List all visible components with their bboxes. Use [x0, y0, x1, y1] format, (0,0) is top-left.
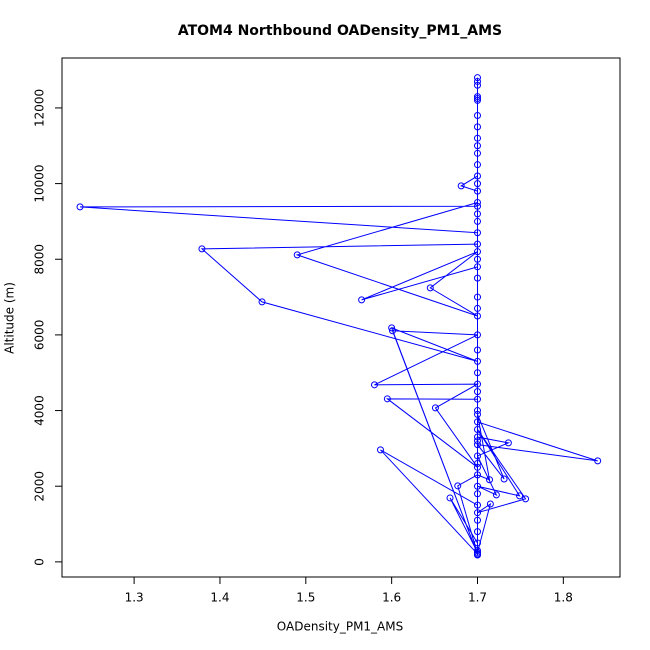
data-point — [473, 490, 481, 498]
data-point — [383, 395, 391, 403]
x-tick-label: 1.5 — [296, 591, 315, 605]
data-point — [473, 410, 481, 418]
y-tick-label: 0 — [33, 558, 47, 566]
data-line — [79, 77, 598, 556]
data-point — [522, 495, 530, 503]
data-point — [473, 516, 481, 524]
data-point — [473, 539, 481, 547]
data-point — [473, 357, 481, 365]
data-point — [473, 369, 481, 377]
data-point — [473, 94, 481, 102]
data-point — [473, 134, 481, 142]
data-point — [473, 96, 481, 104]
data-point — [492, 491, 500, 499]
data-point — [388, 324, 396, 332]
data-point — [473, 547, 481, 555]
data-point — [473, 240, 481, 248]
data-point — [293, 251, 301, 259]
x-tick-label: 1.6 — [382, 591, 401, 605]
data-point — [473, 255, 481, 263]
x-tick-label: 1.7 — [468, 591, 487, 605]
plot-box — [61, 57, 621, 578]
data-point — [198, 245, 206, 253]
data-point — [473, 93, 481, 101]
data-point — [358, 296, 366, 304]
y-tick-label: 12000 — [33, 89, 47, 127]
data-point — [473, 509, 481, 517]
data-point — [473, 433, 481, 441]
data-point — [486, 476, 494, 484]
data-point — [473, 199, 481, 207]
data-point — [426, 284, 434, 292]
x-tick-label: 1.8 — [554, 591, 573, 605]
chart-title: ATOM4 Northbound OADensity_PM1_AMS — [178, 23, 502, 39]
data-point — [473, 293, 481, 301]
data-point — [473, 380, 481, 388]
data-point — [473, 331, 481, 339]
data-point — [473, 452, 481, 460]
data-point — [258, 298, 266, 306]
data-point — [473, 172, 481, 180]
data-point — [473, 528, 481, 536]
data-point — [473, 550, 481, 558]
data-point — [473, 123, 481, 131]
data-point — [454, 482, 462, 490]
data-point — [473, 395, 481, 403]
data-point — [473, 437, 481, 445]
x-tick-label: 1.3 — [125, 591, 144, 605]
data-point — [457, 182, 465, 190]
data-point — [473, 202, 481, 210]
data-point — [76, 203, 84, 211]
y-tick-label: 2000 — [33, 471, 47, 502]
x-axis-label: OADensity_PM1_AMS — [277, 620, 403, 634]
data-point — [370, 381, 378, 389]
data-point — [473, 142, 481, 150]
data-point — [431, 404, 439, 412]
data-point — [473, 482, 481, 490]
data-point — [473, 263, 481, 271]
data-point — [473, 463, 481, 471]
data-point — [473, 346, 481, 354]
y-tick-label: 10000 — [33, 164, 47, 202]
data-point — [500, 475, 508, 483]
data-point — [473, 407, 481, 415]
data-point — [473, 217, 481, 225]
data-point — [473, 210, 481, 218]
data-point — [473, 81, 481, 89]
data-point — [473, 74, 481, 82]
data-point — [473, 388, 481, 396]
data-point — [473, 425, 481, 433]
data-point — [473, 418, 481, 426]
data-point — [473, 161, 481, 169]
data-point — [473, 111, 481, 119]
data-point — [389, 327, 397, 335]
data-point — [473, 180, 481, 188]
data-point — [473, 248, 481, 256]
data-point — [473, 501, 481, 509]
data-point — [473, 312, 481, 320]
data-point — [473, 229, 481, 237]
y-tick-label: 8000 — [33, 244, 47, 275]
y-tick-label: 6000 — [33, 320, 47, 351]
y-axis-label: Altitude (m) — [3, 282, 17, 354]
data-point — [504, 439, 512, 447]
data-point — [473, 274, 481, 282]
data-point — [473, 471, 481, 479]
data-point — [473, 441, 481, 449]
x-tick-label: 1.4 — [210, 591, 229, 605]
data-point — [516, 492, 524, 500]
y-tick-label: 4000 — [33, 395, 47, 426]
data-point — [594, 457, 602, 465]
data-point — [473, 460, 481, 468]
data-point — [376, 446, 384, 454]
data-point — [486, 500, 494, 508]
data-point — [473, 304, 481, 312]
data-point — [473, 77, 481, 85]
data-point — [473, 149, 481, 157]
data-point — [446, 494, 454, 502]
data-point — [473, 187, 481, 195]
